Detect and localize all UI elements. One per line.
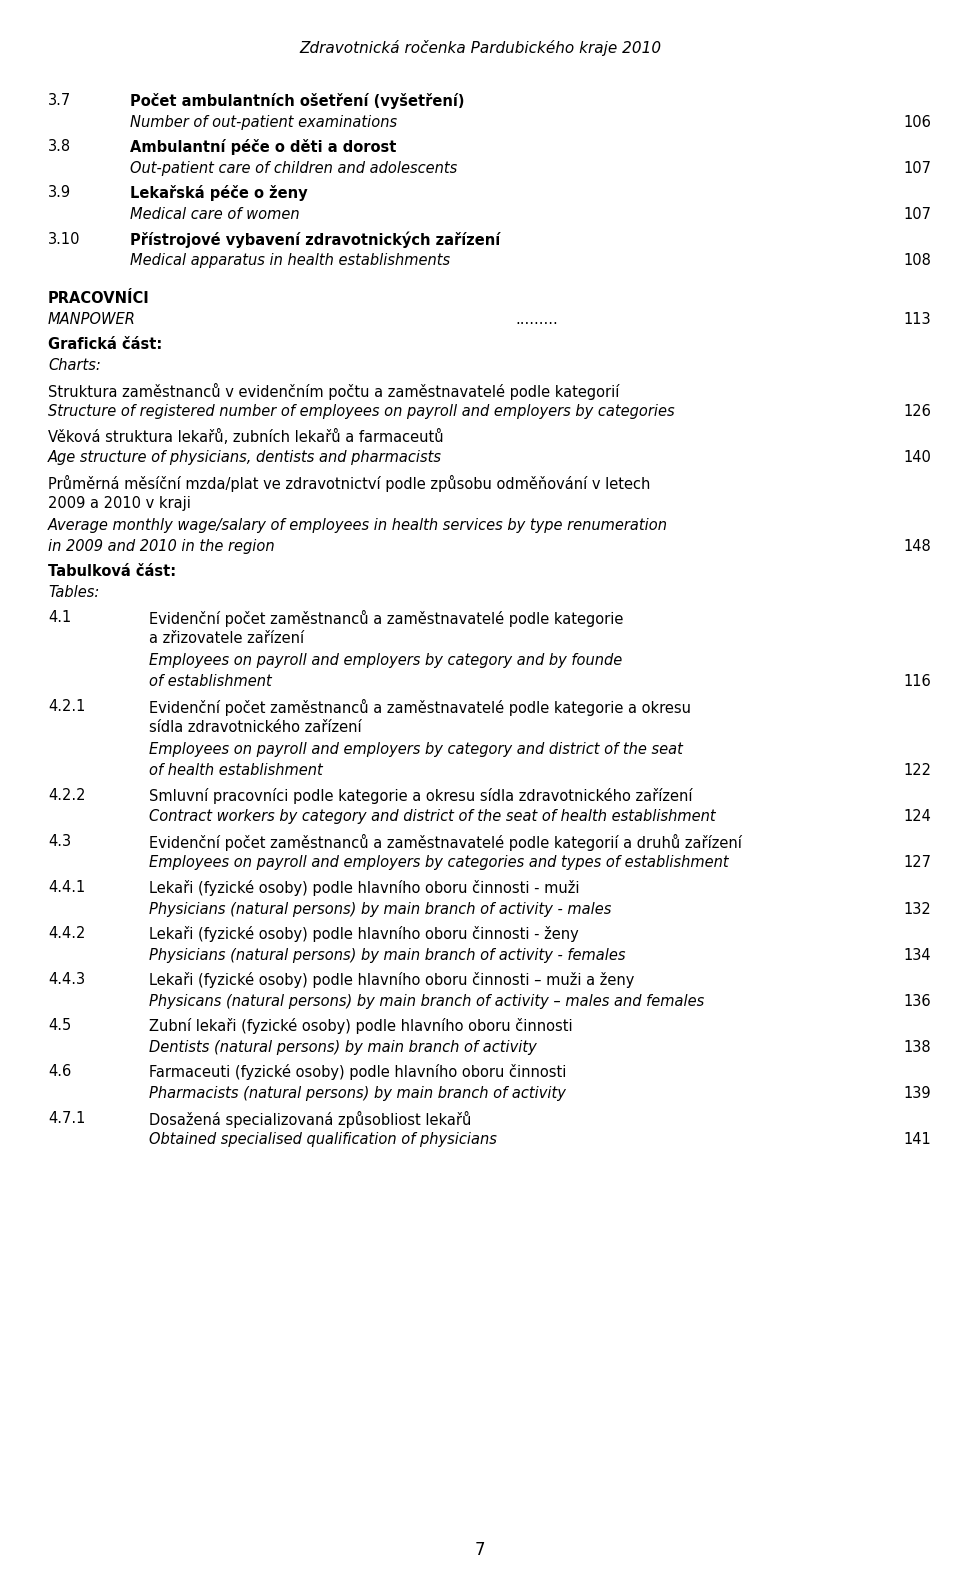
Text: Lekaři (fyzické osoby) podle hlavního oboru činnosti – muži a ženy: Lekaři (fyzické osoby) podle hlavního ob… <box>149 972 635 988</box>
Text: Employees on payroll and employers by category and district of the seat: Employees on payroll and employers by ca… <box>149 742 683 757</box>
Text: Smluvní pracovníci podle kategorie a okresu sídla zdravotnického zařízení: Smluvní pracovníci podle kategorie a okr… <box>149 788 692 804</box>
Text: 148: 148 <box>903 540 931 554</box>
Text: 4.2.1: 4.2.1 <box>48 699 85 715</box>
Text: 127: 127 <box>903 856 931 870</box>
Text: Average monthly wage/salary of employees in health services by type renumeration: Average monthly wage/salary of employees… <box>48 518 668 532</box>
Text: Ambulantní péče o děti a dorost: Ambulantní péče o děti a dorost <box>130 140 396 156</box>
Text: Age structure of physicians, dentists and pharmacists: Age structure of physicians, dentists an… <box>48 451 442 465</box>
Text: 122: 122 <box>903 764 931 778</box>
Text: Tabulková část:: Tabulková část: <box>48 564 176 580</box>
Text: PRACOVNÍCI: PRACOVNÍCI <box>48 291 150 305</box>
Text: Přístrojové vybavení zdravotnických zařízení: Přístrojové vybavení zdravotnických zaří… <box>130 232 500 248</box>
Text: Medical care of women: Medical care of women <box>130 206 300 222</box>
Text: 106: 106 <box>903 114 931 130</box>
Text: of establishment: of establishment <box>149 675 272 689</box>
Text: in 2009 and 2010 in the region: in 2009 and 2010 in the region <box>48 540 275 554</box>
Text: 4.7.1: 4.7.1 <box>48 1110 85 1126</box>
Text: .........: ......... <box>516 311 559 327</box>
Text: 4.1: 4.1 <box>48 610 71 626</box>
Text: Charts:: Charts: <box>48 357 101 373</box>
Text: 140: 140 <box>903 451 931 465</box>
Text: 3.8: 3.8 <box>48 140 71 154</box>
Text: Physicians (natural persons) by main branch of activity - males: Physicians (natural persons) by main bra… <box>149 902 612 916</box>
Text: 116: 116 <box>903 675 931 689</box>
Text: Lekařská péče o ženy: Lekařská péče o ženy <box>130 186 307 202</box>
Text: Grafická část:: Grafická část: <box>48 337 162 351</box>
Text: 4.4.2: 4.4.2 <box>48 926 85 942</box>
Text: Zdravotnická ročenka Pardubického kraje 2010: Zdravotnická ročenka Pardubického kraje … <box>299 40 661 56</box>
Text: 108: 108 <box>903 252 931 268</box>
Text: Employees on payroll and employers by category and by founde: Employees on payroll and employers by ca… <box>149 653 622 669</box>
Text: 107: 107 <box>903 206 931 222</box>
Text: 3.9: 3.9 <box>48 186 71 200</box>
Text: 4.4.3: 4.4.3 <box>48 972 85 988</box>
Text: Zubní lekaři (fyzické osoby) podle hlavního oboru činnosti: Zubní lekaři (fyzické osoby) podle hlavn… <box>149 1018 572 1034</box>
Text: 4.5: 4.5 <box>48 1018 71 1034</box>
Text: 4.3: 4.3 <box>48 834 71 850</box>
Text: Pharmacists (natural persons) by main branch of activity: Pharmacists (natural persons) by main br… <box>149 1086 565 1100</box>
Text: Contract workers by category and district of the seat of health establishment: Contract workers by category and distric… <box>149 810 715 824</box>
Text: 138: 138 <box>903 1040 931 1054</box>
Text: 4.2.2: 4.2.2 <box>48 788 85 804</box>
Text: Farmaceuti (fyzické osoby) podle hlavního oboru činnosti: Farmaceuti (fyzické osoby) podle hlavníh… <box>149 1064 566 1080</box>
Text: 132: 132 <box>903 902 931 916</box>
Text: Lekaři (fyzické osoby) podle hlavního oboru činnosti - muži: Lekaři (fyzické osoby) podle hlavního ob… <box>149 880 579 896</box>
Text: 107: 107 <box>903 160 931 176</box>
Text: 3.10: 3.10 <box>48 232 81 246</box>
Text: Evidenční počet zaměstnanců a zaměstnavatelé podle kategorií a druhů zařízení: Evidenční počet zaměstnanců a zaměstnava… <box>149 834 742 851</box>
Text: 141: 141 <box>903 1132 931 1147</box>
Text: a zřizovatele zařízení: a zřizovatele zařízení <box>149 632 304 646</box>
Text: 136: 136 <box>903 994 931 1008</box>
Text: Lekaři (fyzické osoby) podle hlavního oboru činnosti - ženy: Lekaři (fyzické osoby) podle hlavního ob… <box>149 926 579 942</box>
Text: 7: 7 <box>475 1542 485 1559</box>
Text: Dentists (natural persons) by main branch of activity: Dentists (natural persons) by main branc… <box>149 1040 537 1054</box>
Text: Number of out-patient examinations: Number of out-patient examinations <box>130 114 396 130</box>
Text: 4.6: 4.6 <box>48 1064 71 1080</box>
Text: Průměrná měsíční mzda/plat ve zdravotnictví podle způsobu odměňování v letech: Průměrná měsíční mzda/plat ve zdravotnic… <box>48 475 650 492</box>
Text: 113: 113 <box>903 311 931 327</box>
Text: Physicians (natural persons) by main branch of activity - females: Physicians (natural persons) by main bra… <box>149 948 625 962</box>
Text: Tables:: Tables: <box>48 586 99 600</box>
Text: Počet ambulantních ošetření (vyšetření): Počet ambulantních ošetření (vyšetření) <box>130 94 464 110</box>
Text: sídla zdravotnického zařízení: sídla zdravotnického zařízení <box>149 721 361 735</box>
Text: 4.4.1: 4.4.1 <box>48 880 85 896</box>
Text: Struktura zaměstnanců v evidenčním počtu a zaměstnavatelé podle kategorií: Struktura zaměstnanců v evidenčním počtu… <box>48 383 619 400</box>
Text: Evidenční počet zaměstnanců a zaměstnavatelé podle kategorie a okresu: Evidenční počet zaměstnanců a zaměstnava… <box>149 699 691 716</box>
Text: Medical apparatus in health establishments: Medical apparatus in health establishmen… <box>130 252 449 268</box>
Text: Out-patient care of children and adolescents: Out-patient care of children and adolesc… <box>130 160 457 176</box>
Text: Physicans (natural persons) by main branch of activity – males and females: Physicans (natural persons) by main bran… <box>149 994 704 1008</box>
Text: Evidenční počet zaměstnanců a zaměstnavatelé podle kategorie: Evidenční počet zaměstnanců a zaměstnava… <box>149 610 623 627</box>
Text: Dosažená specializovaná způsobliost lekařů: Dosažená specializovaná způsobliost leka… <box>149 1110 471 1127</box>
Text: Employees on payroll and employers by categories and types of establishment: Employees on payroll and employers by ca… <box>149 856 729 870</box>
Text: 2009 a 2010 v kraji: 2009 a 2010 v kraji <box>48 497 191 511</box>
Text: Obtained specialised qualification of physicians: Obtained specialised qualification of ph… <box>149 1132 496 1147</box>
Text: 126: 126 <box>903 403 931 419</box>
Text: 3.7: 3.7 <box>48 94 71 108</box>
Text: MANPOWER: MANPOWER <box>48 311 136 327</box>
Text: 124: 124 <box>903 810 931 824</box>
Text: of health establishment: of health establishment <box>149 764 323 778</box>
Text: Věková struktura lekařů, zubních lekařů a farmaceutů: Věková struktura lekařů, zubních lekařů … <box>48 429 444 445</box>
Text: 134: 134 <box>903 948 931 962</box>
Text: Structure of registered number of employees on payroll and employers by categori: Structure of registered number of employ… <box>48 403 675 419</box>
Text: 139: 139 <box>903 1086 931 1100</box>
